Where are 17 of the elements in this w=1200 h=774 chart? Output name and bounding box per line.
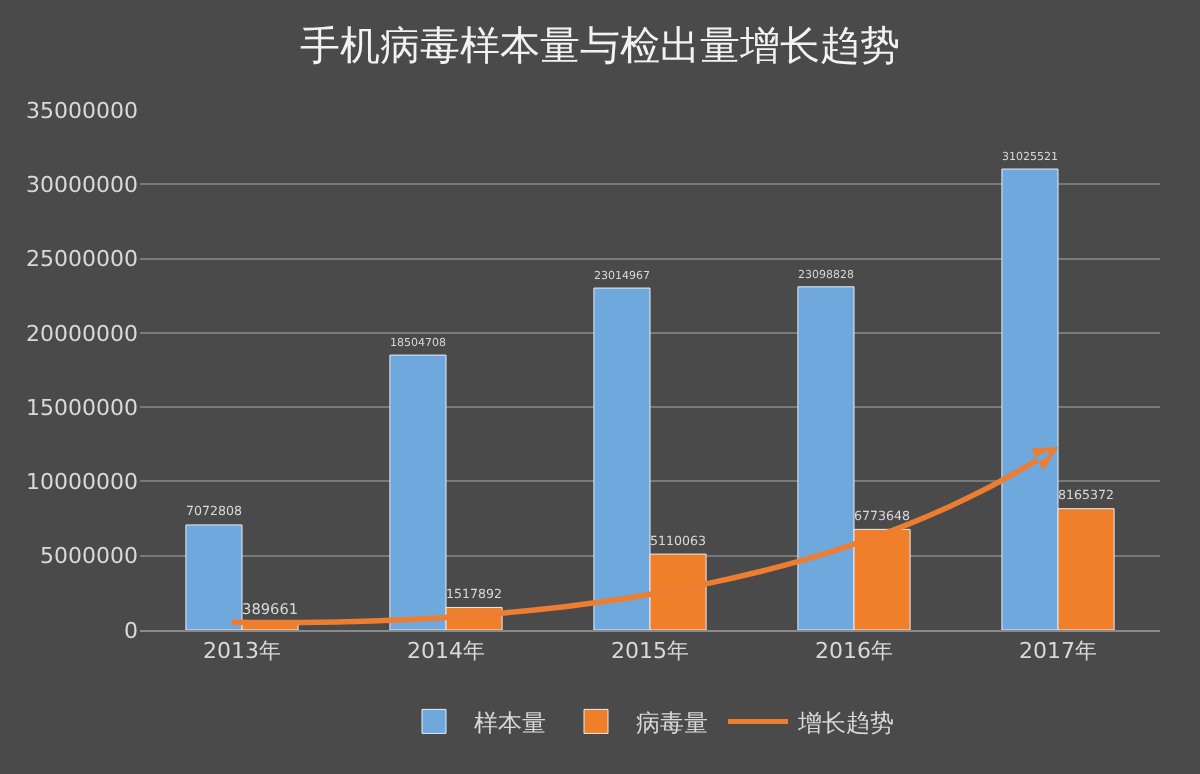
y-tick-label: 15000000 [26, 394, 138, 421]
y-tick-label: 35000000 [26, 97, 138, 124]
x-tick-label: 2015年 [611, 638, 689, 665]
x-tick-label: 2016年 [815, 638, 893, 665]
text: 增长趋势 [796, 708, 894, 737]
legend-label: 病毒量 [636, 708, 708, 737]
y-tick-label: 5000000 [40, 543, 138, 570]
y-tick-label: 0 [124, 617, 138, 644]
x-tick-label: 2014年 [407, 638, 485, 665]
y-tick-label: 25000000 [26, 246, 138, 273]
chart-title: 手机病毒样本量与检出量增长趋势 [300, 20, 900, 69]
x-tick-label: 2013年 [203, 638, 281, 665]
y-tick-label: 30000000 [26, 171, 138, 198]
y-tick-label: 10000000 [26, 469, 138, 496]
legend-label: 样本量 [474, 708, 546, 737]
x-tick-label: 2017年 [1019, 638, 1097, 665]
y-tick-label: 20000000 [26, 320, 138, 347]
